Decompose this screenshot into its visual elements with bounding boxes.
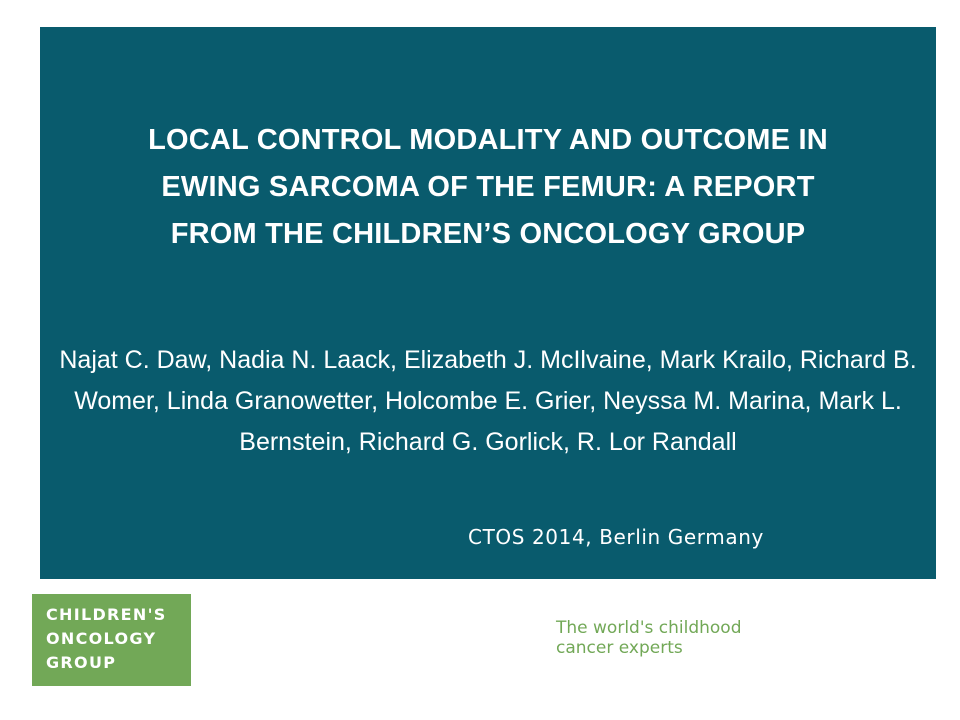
title-panel: LOCAL CONTROL MODALITY AND OUTCOME IN EW… bbox=[40, 27, 936, 579]
meeting-info: CTOS 2014, Berlin Germany bbox=[468, 525, 764, 549]
logo-line-1: CHILDREN'S bbox=[46, 605, 167, 624]
logo-line-3: GROUP bbox=[46, 653, 117, 672]
tagline-line-2: cancer experts bbox=[556, 638, 683, 658]
presentation-title: LOCAL CONTROL MODALITY AND OUTCOME IN EW… bbox=[148, 124, 828, 250]
tagline-line-1: The world's childhood bbox=[556, 618, 742, 638]
tagline: The world's childhood cancer experts bbox=[556, 618, 742, 658]
logo-line-2: ONCOLOGY bbox=[46, 629, 157, 648]
childrens-oncology-group-logo: CHILDREN'S ONCOLOGY GROUP bbox=[32, 594, 191, 686]
author-list: Najat C. Daw, Nadia N. Laack, Elizabeth … bbox=[59, 346, 917, 456]
